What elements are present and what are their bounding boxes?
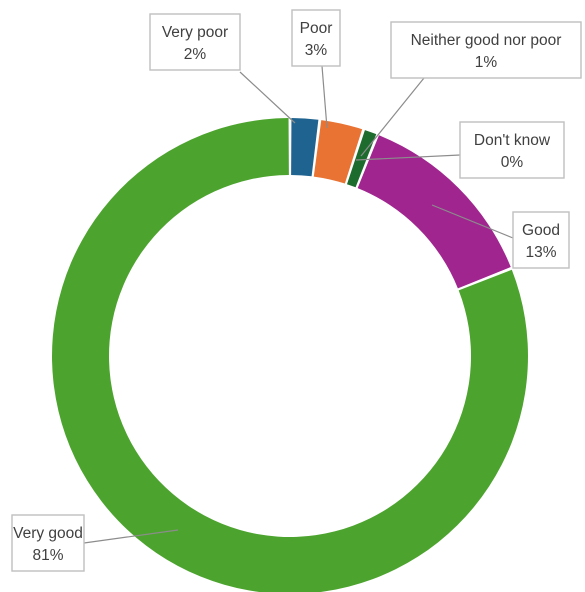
leader-line-very-good (83, 529, 179, 544)
category-label: Good (522, 222, 560, 239)
data-label-don-t-know: Don't know 0% (459, 121, 565, 179)
data-label-very-poor: Very poor 2% (149, 13, 241, 71)
leader-line-good (431, 204, 514, 239)
data-label-box (11, 514, 85, 572)
category-label: Neither good nor poor (411, 32, 562, 49)
leader-line-neither-good-nor-poor (360, 77, 425, 157)
data-label-poor: Poor 3% (291, 9, 341, 67)
value-label: 2% (184, 46, 207, 63)
data-label-box (512, 211, 570, 269)
leader-lines (83, 65, 514, 544)
category-label: Very poor (162, 24, 228, 41)
leader-line-poor (321, 65, 328, 129)
value-label: 0% (501, 154, 524, 171)
value-label: 1% (475, 54, 498, 71)
value-label: 13% (525, 244, 556, 261)
slice-good (357, 135, 511, 289)
slice-poor (313, 120, 363, 184)
value-label: 3% (305, 42, 328, 59)
data-label-box (390, 21, 582, 79)
doughnut-slices (52, 118, 528, 592)
leader-line-very-poor (239, 71, 296, 124)
data-label-neither-good-nor-poor: Neither good nor poor 1% (390, 21, 582, 79)
data-label-box (459, 121, 565, 179)
leader-line-don-t-know (355, 154, 461, 161)
data-label-very-good: Very good 81% (11, 514, 85, 572)
data-labels: Very poor 2% Poor 3% Neither good nor poor 1%… (11, 9, 582, 572)
category-label: Poor (300, 20, 333, 37)
slice-very-poor (291, 118, 319, 177)
value-label: 81% (32, 547, 63, 564)
slice-neither-good-nor-poor (346, 130, 377, 188)
data-label-box (149, 13, 241, 71)
category-label: Don't know (474, 132, 551, 149)
data-label-box (291, 9, 341, 67)
data-label-good: Good 13% (512, 211, 570, 269)
category-label: Very good (13, 525, 83, 542)
